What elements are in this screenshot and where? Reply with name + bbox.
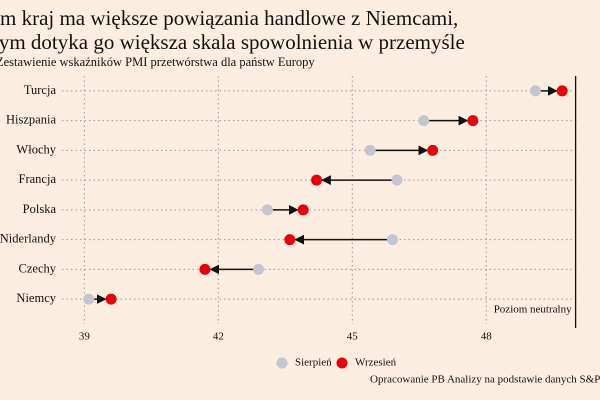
y-tick-label: Hiszpania [6,113,56,127]
dot [391,174,403,186]
dot [467,115,479,127]
legend-label: Wrzesień [355,357,397,369]
legend-swatch [336,357,348,369]
y-tick-label: Polska [23,202,57,216]
dot [418,115,430,127]
x-tick-label: 42 [213,331,224,343]
legend-label: Sierpień [295,357,332,369]
dot [199,263,211,275]
dot [427,144,439,156]
dot [297,204,309,216]
dot [386,234,398,246]
dot [311,174,323,186]
legend-swatch [276,357,288,369]
y-tick-label: Niemcy [16,291,56,305]
dot [364,144,376,156]
chart-title: tym dotyka go większa skala spowolnienia… [0,30,465,54]
y-tick-label: Czechy [19,261,57,275]
y-tick-label: Włochy [16,142,56,156]
y-tick-label: Turcja [24,83,57,97]
y-tick-label: Francja [19,172,57,186]
dot [105,293,117,305]
x-tick-label: 48 [481,331,493,343]
dot [556,85,568,97]
x-tick-label: 45 [347,331,359,343]
chart-subtitle: Zestawienie wskaźników PMI przetwórstwa … [0,55,315,69]
dot [253,263,265,275]
dot [83,293,95,305]
y-tick-label: Niderlandy [0,232,57,246]
x-tick-label: 39 [79,331,91,343]
dot [261,204,273,216]
chart-title: Im kraj ma większe powiązania handlowe z… [0,6,458,30]
source-note: Opracowanie PB Analizy na podstawie dany… [370,374,600,386]
reference-label: Poziom neutralny [494,304,572,316]
dot [284,234,296,246]
dot [529,85,541,97]
